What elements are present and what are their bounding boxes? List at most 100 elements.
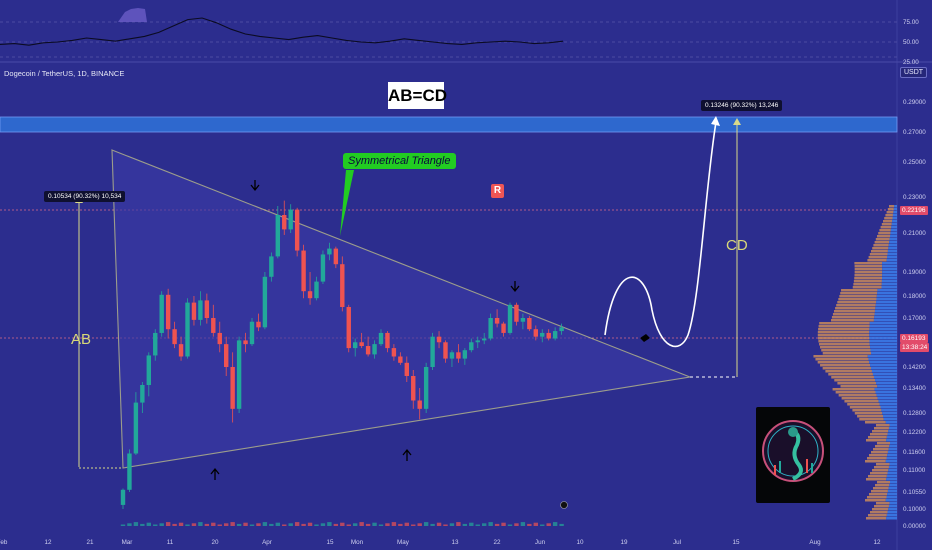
profile-sell-bar — [871, 451, 888, 454]
profile-sell-bar — [813, 355, 868, 358]
profile-sell-bar — [869, 454, 888, 457]
volume-bar — [146, 522, 151, 526]
currency-badge[interactable]: USDT — [900, 67, 928, 78]
candle-body — [230, 367, 235, 409]
profile-sell-bar — [833, 310, 875, 313]
profile-sell-bar — [868, 436, 887, 439]
profile-sell-bar — [866, 439, 887, 442]
volume-bar — [275, 522, 280, 526]
profile-sell-bar — [821, 349, 871, 352]
resistance-price-tag: 0.22196 — [900, 206, 928, 215]
profile-buy-bar — [887, 250, 897, 253]
profile-buy-bar — [873, 376, 897, 379]
volume-bar — [404, 522, 409, 526]
candle-body — [443, 342, 448, 359]
candle-body — [172, 329, 177, 345]
price-tick-label: 0.29000 — [903, 99, 926, 106]
candle-body — [365, 346, 371, 355]
profile-sell-bar — [815, 358, 869, 361]
profile-sell-bar — [832, 388, 875, 391]
profile-sell-bar — [818, 328, 870, 331]
profile-buy-bar — [869, 361, 897, 364]
profile-sell-bar — [871, 490, 888, 493]
time-tick-label: Apr — [262, 539, 272, 546]
profile-buy-bar — [885, 499, 897, 502]
volume-bar — [482, 523, 487, 526]
profile-buy-bar — [869, 334, 897, 337]
volume-bar — [514, 523, 519, 526]
profile-sell-bar — [817, 334, 870, 337]
price-tick-label: 0.00000 — [903, 523, 926, 530]
candle-body — [398, 356, 403, 363]
profile-sell-bar — [839, 295, 877, 298]
profile-sell-bar — [847, 403, 880, 406]
candle-body — [385, 332, 390, 349]
profile-sell-bar — [854, 274, 883, 277]
volume-profile — [813, 205, 897, 520]
candle-body — [153, 332, 158, 356]
profile-sell-bar — [822, 367, 871, 370]
profile-sell-bar — [887, 208, 894, 211]
profile-buy-bar — [882, 277, 897, 280]
price-axis[interactable]: 0.29000 0.27000 0.25000 0.23000 0.21000 0.190… — [903, 99, 926, 530]
profile-sell-bar — [835, 307, 876, 310]
volume-bar — [443, 524, 448, 526]
volume-bar — [320, 523, 326, 526]
profile-sell-bar — [872, 247, 889, 250]
profile-sell-bar — [819, 343, 870, 346]
profile-buy-bar — [874, 313, 897, 316]
time-tick-label: Aug — [809, 539, 821, 546]
profile-sell-bar — [825, 370, 872, 373]
profile-buy-bar — [888, 487, 897, 490]
time-tick-label: 20 — [211, 539, 219, 546]
volume-bar — [133, 522, 139, 526]
profile-sell-bar — [870, 472, 888, 475]
profile-buy-bar — [869, 325, 897, 328]
candle-body — [540, 332, 545, 337]
oscillator-line — [0, 17, 564, 46]
profile-sell-bar — [849, 406, 881, 409]
r-badge[interactable]: R — [491, 184, 504, 198]
profile-sell-bar — [872, 469, 889, 472]
profile-sell-bar — [822, 352, 872, 355]
candle-body — [159, 294, 164, 333]
time-axis[interactable]: Feb 12 21 Mar 11 20 Apr 15 Mon May 13 22 Jun 10 19 Jul 1… — [0, 539, 881, 546]
profile-sell-bar — [819, 322, 870, 325]
profile-sell-bar — [832, 313, 875, 316]
swing-arrows — [210, 180, 520, 480]
profile-buy-bar — [870, 367, 897, 370]
profile-sell-bar — [844, 400, 879, 403]
profile-buy-bar — [890, 442, 897, 445]
profile-sell-bar — [854, 262, 883, 265]
candle-body — [527, 318, 532, 330]
osc-tick-label: 75.00 — [903, 19, 919, 26]
profile-sell-bar — [872, 430, 889, 433]
cd-label: CD — [726, 237, 748, 254]
osc-tick-label: 25.00 — [903, 59, 919, 66]
profile-sell-bar — [867, 496, 887, 499]
profile-sell-bar — [876, 502, 890, 505]
profile-sell-bar — [876, 463, 890, 466]
candle-body — [404, 362, 409, 376]
profile-buy-bar — [886, 496, 897, 499]
candle-body — [314, 281, 319, 299]
profile-buy-bar — [889, 445, 897, 448]
profile-sell-bar — [874, 427, 889, 430]
profile-buy-bar — [882, 268, 897, 271]
profile-buy-bar — [890, 232, 897, 235]
profile-buy-bar — [887, 490, 897, 493]
profile-sell-bar — [878, 232, 891, 235]
candle-body — [224, 344, 229, 367]
candle-body — [191, 302, 197, 320]
candle-body — [217, 332, 222, 345]
price-tick-label: 0.19000 — [903, 269, 926, 276]
profile-buy-bar — [875, 307, 897, 310]
osc-overbought-fill — [118, 8, 147, 22]
profile-buy-bar — [886, 475, 897, 478]
candle-body — [462, 350, 468, 359]
profile-buy-bar — [894, 205, 897, 208]
candle-body — [288, 209, 293, 230]
profile-buy-bar — [877, 292, 897, 295]
volume-bar — [359, 522, 364, 526]
